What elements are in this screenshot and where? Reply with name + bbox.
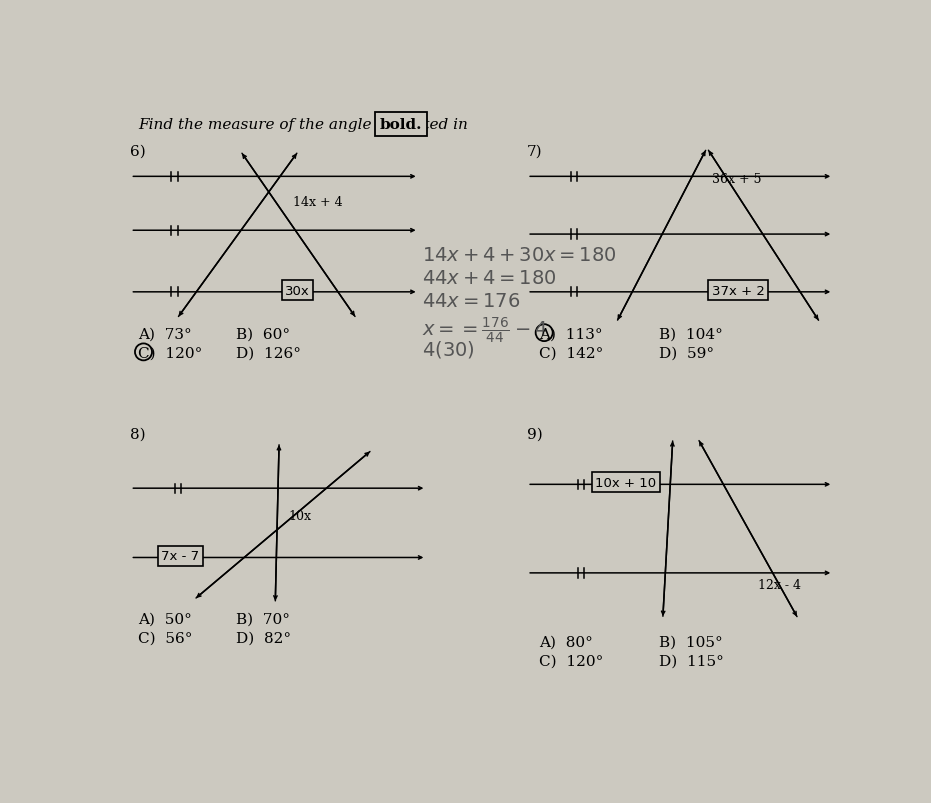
Text: C)  142°: C) 142° — [539, 346, 603, 361]
Text: 8): 8) — [130, 427, 146, 441]
Text: B)  105°: B) 105° — [659, 634, 722, 649]
Text: A)  80°: A) 80° — [539, 634, 593, 649]
Text: 9): 9) — [527, 427, 543, 441]
Text: A)  50°: A) 50° — [138, 612, 192, 626]
Text: A)  73°: A) 73° — [138, 327, 192, 341]
Text: C)  120°: C) 120° — [138, 346, 202, 361]
Text: 12x - 4: 12x - 4 — [758, 578, 801, 591]
Text: 37x + 2: 37x + 2 — [711, 284, 764, 297]
Text: $4(30)$: $4(30)$ — [423, 339, 476, 360]
Text: D)  59°: D) 59° — [659, 346, 714, 361]
Text: C)  56°: C) 56° — [138, 631, 193, 645]
Text: $14x+4+30x=180$: $14x+4+30x=180$ — [423, 247, 617, 264]
Text: 6): 6) — [130, 144, 146, 158]
Text: $44x+4=180$: $44x+4=180$ — [423, 269, 557, 287]
Text: 10x: 10x — [289, 509, 312, 522]
Text: D)  115°: D) 115° — [659, 654, 723, 668]
Text: D)  82°: D) 82° — [236, 631, 291, 645]
Text: $x==\frac{176}{44}-4$: $x==\frac{176}{44}-4$ — [423, 316, 548, 345]
Text: 30x: 30x — [285, 284, 310, 297]
Text: B)  60°: B) 60° — [236, 327, 290, 341]
Text: B)  104°: B) 104° — [659, 327, 722, 341]
Text: 7x - 7: 7x - 7 — [161, 550, 199, 563]
Text: A)  113°: A) 113° — [539, 327, 602, 341]
Text: bold.: bold. — [380, 118, 423, 132]
Text: D)  126°: D) 126° — [236, 346, 302, 361]
Text: 7): 7) — [527, 144, 543, 158]
Text: B)  70°: B) 70° — [236, 612, 290, 626]
Text: C)  120°: C) 120° — [539, 654, 603, 668]
Text: 10x + 10: 10x + 10 — [595, 476, 656, 489]
Text: 36x + 5: 36x + 5 — [711, 173, 761, 186]
Text: 14x + 4: 14x + 4 — [293, 196, 343, 209]
Text: Find the measure of the angle indicated in: Find the measure of the angle indicated … — [138, 118, 473, 132]
Text: $44x=176$: $44x=176$ — [423, 292, 520, 311]
